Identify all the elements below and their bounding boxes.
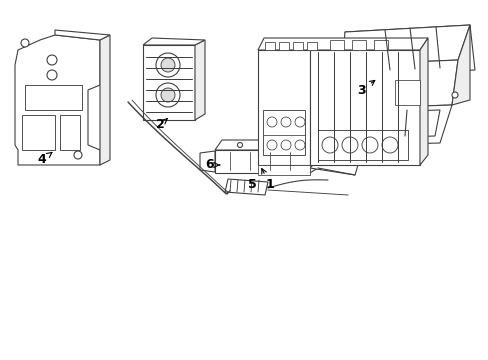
Circle shape bbox=[47, 55, 57, 65]
Circle shape bbox=[156, 83, 180, 107]
Polygon shape bbox=[142, 38, 204, 45]
Polygon shape bbox=[263, 110, 305, 155]
Text: 4: 4 bbox=[38, 152, 52, 166]
Text: 5: 5 bbox=[247, 179, 256, 192]
Polygon shape bbox=[264, 42, 274, 50]
Polygon shape bbox=[351, 40, 365, 50]
Polygon shape bbox=[341, 60, 457, 108]
Polygon shape bbox=[341, 25, 469, 65]
Text: 6: 6 bbox=[205, 158, 220, 171]
Polygon shape bbox=[373, 40, 387, 50]
Circle shape bbox=[341, 137, 357, 153]
Polygon shape bbox=[60, 115, 80, 150]
Circle shape bbox=[161, 58, 175, 72]
Circle shape bbox=[47, 70, 57, 80]
Polygon shape bbox=[15, 35, 100, 165]
Circle shape bbox=[161, 88, 175, 102]
Circle shape bbox=[321, 137, 337, 153]
Polygon shape bbox=[357, 105, 451, 145]
Polygon shape bbox=[309, 50, 419, 165]
Polygon shape bbox=[215, 150, 309, 173]
Polygon shape bbox=[451, 25, 469, 105]
Circle shape bbox=[266, 140, 276, 150]
Polygon shape bbox=[394, 80, 419, 105]
Circle shape bbox=[381, 137, 397, 153]
Polygon shape bbox=[215, 140, 317, 150]
Polygon shape bbox=[369, 110, 439, 138]
Polygon shape bbox=[195, 40, 204, 120]
Circle shape bbox=[266, 117, 276, 127]
Polygon shape bbox=[279, 42, 288, 50]
Polygon shape bbox=[309, 160, 357, 175]
Polygon shape bbox=[100, 35, 110, 165]
Polygon shape bbox=[22, 115, 55, 150]
Circle shape bbox=[21, 39, 29, 47]
Circle shape bbox=[74, 151, 82, 159]
Polygon shape bbox=[306, 42, 316, 50]
Polygon shape bbox=[25, 85, 82, 110]
Polygon shape bbox=[292, 42, 303, 50]
Circle shape bbox=[294, 117, 305, 127]
Polygon shape bbox=[329, 40, 343, 50]
Circle shape bbox=[361, 137, 377, 153]
Circle shape bbox=[384, 135, 390, 141]
Circle shape bbox=[361, 95, 367, 101]
Polygon shape bbox=[55, 30, 110, 40]
Circle shape bbox=[237, 143, 242, 148]
Polygon shape bbox=[345, 25, 474, 75]
Polygon shape bbox=[317, 130, 407, 160]
Circle shape bbox=[282, 143, 287, 148]
Polygon shape bbox=[258, 38, 427, 50]
Text: 3: 3 bbox=[357, 80, 374, 96]
Circle shape bbox=[156, 53, 180, 77]
Polygon shape bbox=[258, 165, 309, 175]
Polygon shape bbox=[142, 45, 195, 120]
Circle shape bbox=[281, 117, 290, 127]
Circle shape bbox=[294, 140, 305, 150]
Polygon shape bbox=[309, 140, 317, 173]
Text: 1: 1 bbox=[261, 168, 274, 192]
Polygon shape bbox=[258, 50, 309, 165]
Text: 2: 2 bbox=[155, 118, 167, 131]
Polygon shape bbox=[200, 151, 215, 172]
Polygon shape bbox=[419, 38, 427, 165]
Circle shape bbox=[451, 92, 457, 98]
Circle shape bbox=[281, 140, 290, 150]
Polygon shape bbox=[224, 179, 267, 195]
